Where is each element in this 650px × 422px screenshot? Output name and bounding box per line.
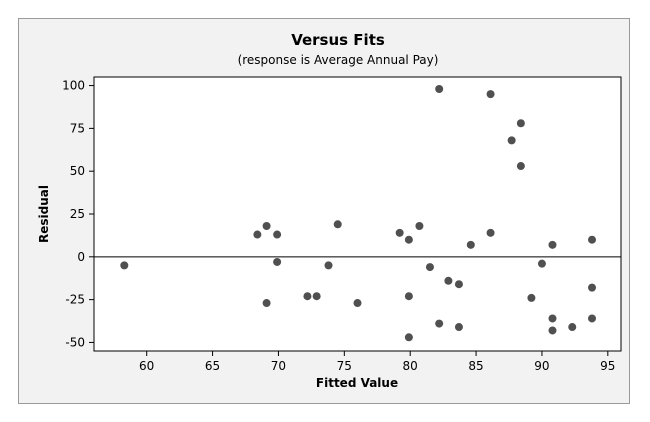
data-point: [568, 323, 577, 332]
data-point: [324, 261, 333, 270]
data-point: [415, 221, 424, 230]
plot-area: [93, 76, 622, 352]
data-point: [588, 283, 597, 292]
x-tick-label: 60: [139, 359, 154, 373]
data-point: [404, 333, 413, 342]
data-point: [404, 235, 413, 244]
y-tick-label: 50: [70, 164, 85, 178]
data-point: [588, 235, 597, 244]
chart-title: Versus Fits: [291, 31, 385, 49]
y-tick-label: 25: [70, 207, 85, 221]
y-tick-label: 0: [77, 250, 85, 264]
data-point: [425, 263, 434, 272]
x-tick-label: 85: [468, 359, 483, 373]
y-tick-label: -50: [65, 335, 85, 349]
chart-subtitle: (response is Average Annual Pay): [238, 53, 439, 67]
x-tick-label: 70: [271, 359, 286, 373]
data-point: [262, 221, 271, 230]
data-point: [516, 119, 525, 128]
data-point: [548, 314, 557, 323]
data-point: [395, 228, 404, 237]
x-tick-label: 65: [205, 359, 220, 373]
data-point: [435, 84, 444, 93]
chart-frame: Versus Fits (response is Average Annual …: [18, 18, 630, 404]
data-point: [537, 259, 546, 268]
data-point: [312, 292, 321, 301]
x-tick-label: 90: [534, 359, 549, 373]
data-point: [454, 323, 463, 332]
y-tick-label: 100: [62, 79, 85, 93]
data-point: [466, 240, 475, 249]
data-point: [486, 228, 495, 237]
x-tick-label: 75: [337, 359, 352, 373]
data-point: [516, 162, 525, 171]
data-point: [507, 136, 516, 145]
data-point: [435, 319, 444, 328]
x-axis-label: Fitted Value: [316, 376, 398, 390]
data-points: [120, 84, 597, 342]
data-point: [333, 220, 342, 229]
data-point: [548, 326, 557, 335]
data-point: [548, 240, 557, 249]
x-axis-ticks: 60 65 70 75 80 85 90 95: [139, 351, 615, 373]
y-tick-label: -25: [65, 293, 85, 307]
data-point: [353, 299, 362, 308]
x-tick-label: 95: [600, 359, 615, 373]
y-tick-label: 75: [70, 121, 85, 135]
data-point: [303, 292, 312, 301]
scatter-plot: Versus Fits (response is Average Annual …: [37, 31, 622, 390]
y-axis-ticks: -50 -25 0 25 50 75 100: [62, 79, 94, 349]
data-point: [120, 261, 129, 270]
data-point: [262, 299, 271, 308]
data-point: [273, 230, 282, 239]
data-point: [486, 90, 495, 99]
data-point: [444, 276, 453, 285]
data-point: [588, 314, 597, 323]
data-point: [404, 292, 413, 301]
data-point: [454, 280, 463, 289]
data-point: [273, 257, 282, 266]
y-axis-label: Residual: [37, 185, 51, 243]
data-point: [527, 293, 536, 302]
x-tick-label: 80: [403, 359, 418, 373]
data-point: [253, 230, 262, 239]
